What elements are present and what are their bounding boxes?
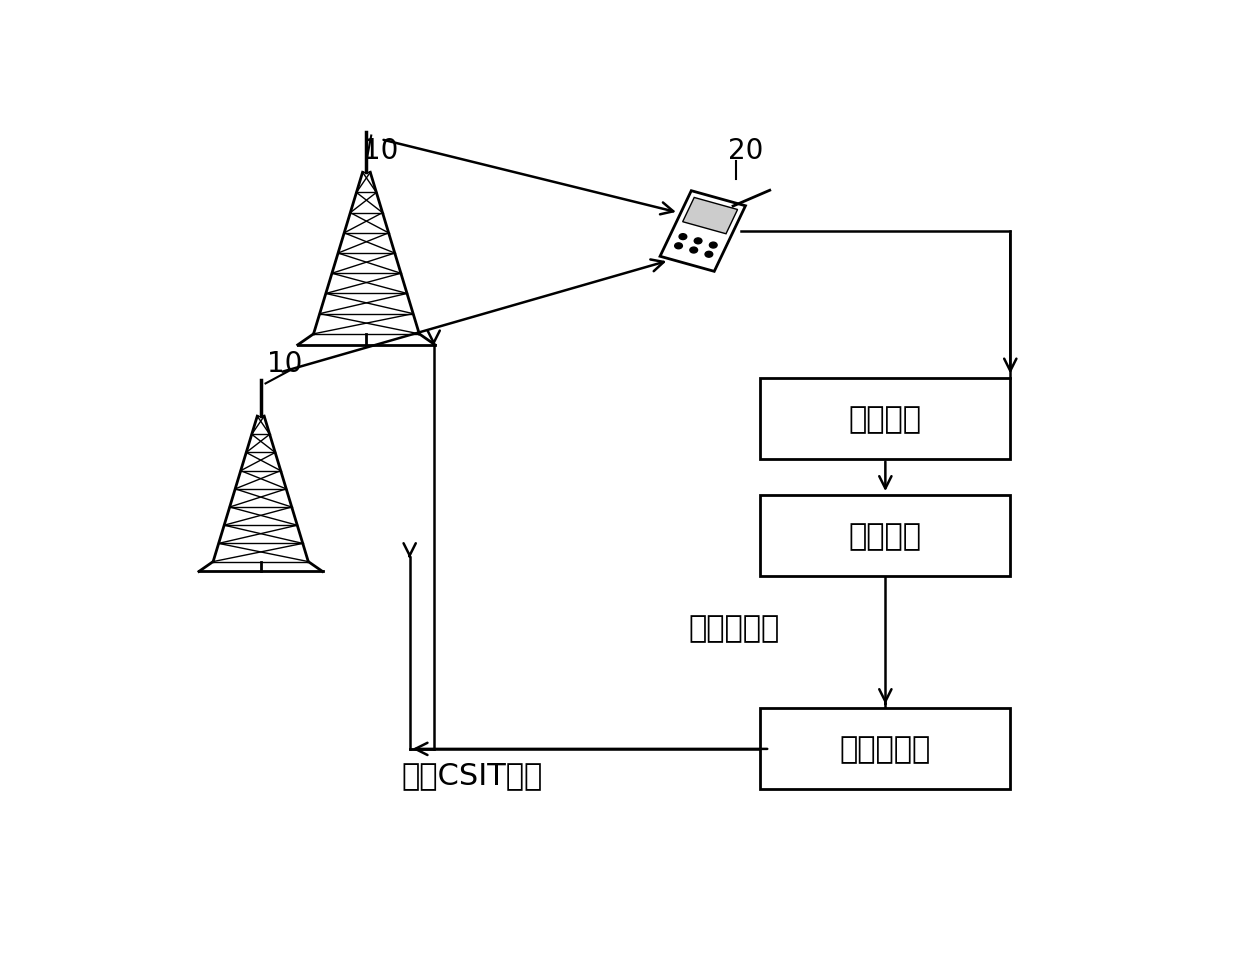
Text: 预编码索引: 预编码索引 <box>688 614 780 642</box>
Text: 码本选择: 码本选择 <box>849 522 921 551</box>
Text: 20: 20 <box>728 137 764 165</box>
Text: 10: 10 <box>363 137 398 165</box>
Text: 信道估计: 信道估计 <box>849 404 921 434</box>
Circle shape <box>706 252 713 258</box>
Bar <box>760 378 1011 459</box>
Bar <box>760 709 1011 789</box>
Circle shape <box>689 248 698 253</box>
Circle shape <box>709 243 717 249</box>
Polygon shape <box>660 192 745 272</box>
Text: 反馈控制器: 反馈控制器 <box>839 735 931 763</box>
Text: 混合CSIT信息: 混合CSIT信息 <box>402 760 543 789</box>
Circle shape <box>694 238 702 245</box>
Bar <box>760 496 1011 577</box>
Text: 10: 10 <box>267 350 303 377</box>
Circle shape <box>675 244 682 250</box>
Polygon shape <box>683 198 738 234</box>
Circle shape <box>680 234 687 240</box>
